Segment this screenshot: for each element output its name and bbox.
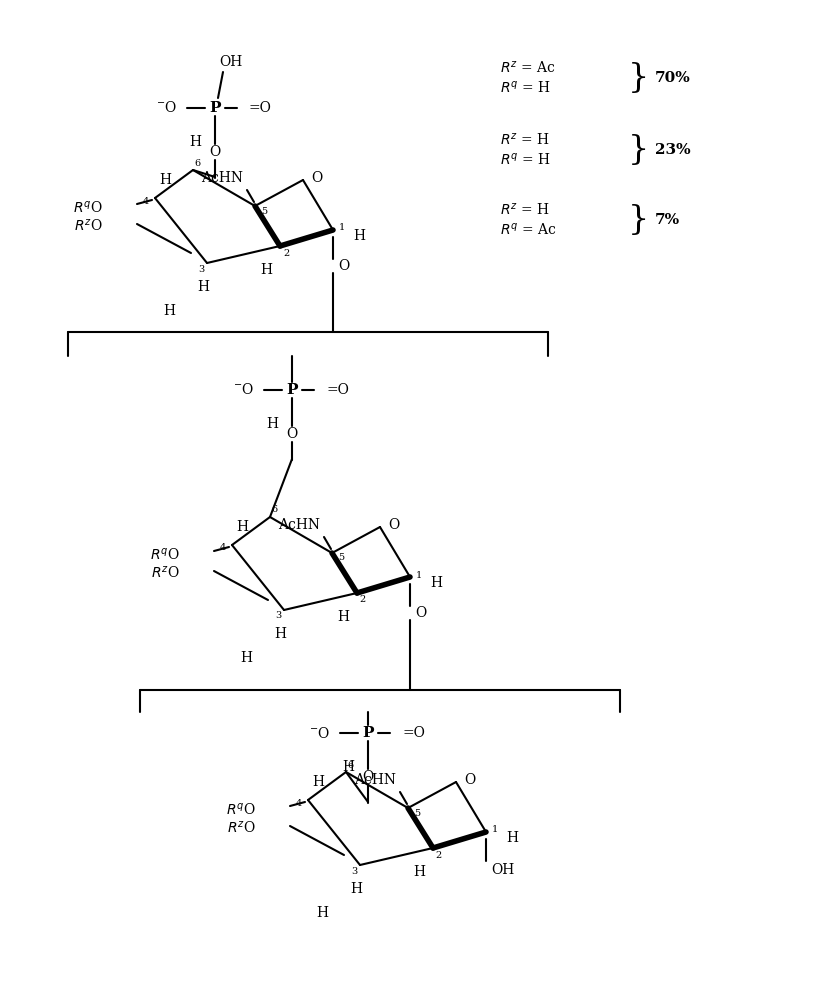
- Text: $R^z$O: $R^z$O: [152, 565, 180, 581]
- Text: 4: 4: [220, 543, 226, 552]
- Text: $R^z$ = Ac: $R^z$ = Ac: [500, 60, 556, 76]
- Text: H: H: [342, 760, 354, 774]
- Text: 5: 5: [338, 553, 344, 562]
- Text: O: O: [415, 606, 426, 620]
- Text: H: H: [353, 229, 365, 243]
- Text: H: H: [350, 882, 362, 896]
- Text: $R^z$ = H: $R^z$ = H: [500, 202, 550, 218]
- Text: $R^q$ = Ac: $R^q$ = Ac: [500, 222, 557, 238]
- Text: $R^z$ = H: $R^z$ = H: [500, 132, 550, 148]
- Text: P: P: [209, 101, 221, 115]
- Text: $R^q$ = H: $R^q$ = H: [500, 80, 551, 96]
- Text: =O: =O: [402, 726, 425, 740]
- Text: $^{-}$O: $^{-}$O: [156, 101, 177, 116]
- Text: $R^z$O: $R^z$O: [228, 820, 256, 836]
- Text: O: O: [312, 171, 322, 185]
- Text: }: }: [628, 134, 650, 166]
- Text: H: H: [337, 610, 349, 624]
- Text: H: H: [260, 263, 272, 277]
- Text: AcHN: AcHN: [354, 773, 396, 787]
- Text: 7%: 7%: [655, 213, 680, 227]
- Text: O: O: [210, 145, 220, 159]
- Text: =O: =O: [249, 101, 272, 115]
- Text: $R^q$O: $R^q$O: [226, 802, 256, 818]
- Text: H: H: [316, 906, 328, 920]
- Text: P: P: [286, 383, 298, 397]
- Text: 70%: 70%: [655, 71, 691, 85]
- Text: }: }: [628, 62, 650, 94]
- Text: 2: 2: [283, 249, 289, 258]
- Text: 3: 3: [197, 265, 204, 274]
- Text: OH: OH: [491, 863, 514, 877]
- Text: $R^q$ = H: $R^q$ = H: [500, 152, 551, 168]
- Text: O: O: [338, 259, 349, 273]
- Text: H: H: [189, 135, 201, 149]
- Text: H: H: [312, 775, 324, 789]
- Text: 2: 2: [360, 595, 366, 604]
- Text: 4: 4: [143, 197, 149, 206]
- Text: 5: 5: [261, 207, 267, 216]
- Text: H: H: [274, 627, 286, 641]
- Text: OH: OH: [219, 55, 242, 69]
- Text: AcHN: AcHN: [201, 171, 243, 185]
- Text: 1: 1: [416, 570, 422, 579]
- Text: 1: 1: [339, 224, 345, 233]
- Text: $^{-}$O: $^{-}$O: [233, 383, 254, 398]
- Text: O: O: [388, 518, 400, 532]
- Text: 4: 4: [296, 798, 302, 807]
- Text: H: H: [163, 304, 175, 318]
- Text: =O: =O: [326, 383, 349, 397]
- Text: 1: 1: [492, 825, 498, 834]
- Text: 6: 6: [271, 505, 277, 514]
- Text: $R^q$O: $R^q$O: [73, 200, 103, 216]
- Text: 3: 3: [351, 866, 357, 875]
- Text: 3: 3: [275, 611, 282, 620]
- Text: H: H: [266, 417, 278, 431]
- Text: }: }: [628, 204, 650, 236]
- Text: H: H: [430, 576, 442, 590]
- Text: P: P: [362, 726, 374, 740]
- Text: 23%: 23%: [655, 143, 690, 157]
- Text: H: H: [240, 651, 252, 665]
- Text: $^{-}$O: $^{-}$O: [308, 725, 330, 740]
- Text: H: H: [197, 280, 209, 294]
- Text: H: H: [236, 520, 248, 534]
- Text: 2: 2: [436, 850, 442, 859]
- Text: O: O: [362, 770, 374, 784]
- Text: AcHN: AcHN: [278, 518, 320, 532]
- Text: H: H: [506, 831, 518, 845]
- Text: 6: 6: [347, 760, 353, 769]
- Text: $R^z$O: $R^z$O: [74, 218, 103, 234]
- Text: 5: 5: [414, 808, 420, 817]
- Text: H: H: [159, 173, 171, 187]
- Text: 6: 6: [194, 159, 200, 168]
- Text: O: O: [464, 773, 476, 787]
- Text: $R^q$O: $R^q$O: [150, 547, 180, 563]
- Text: H: H: [413, 865, 425, 879]
- Text: O: O: [286, 427, 298, 441]
